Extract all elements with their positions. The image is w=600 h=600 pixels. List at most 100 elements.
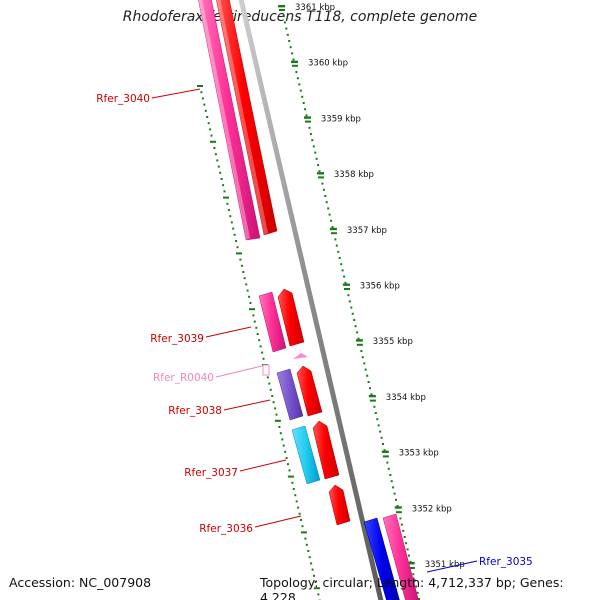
scale-label: 3351 kbp [425,560,465,570]
outer-track-minor-tick [217,165,220,168]
label-rfer-3035[interactable]: Rfer_3035 [479,556,533,568]
inner-track-minor-tick [363,362,366,365]
inner-track-minor-tick [305,114,308,117]
inner-track-minor-tick [416,591,419,594]
inner-track-minor-tick [331,226,334,228]
outer-track-minor-tick [317,593,320,596]
outer-track-minor-tick [253,320,256,323]
outer-track-minor-tick [232,227,235,230]
inner-track-minor-tick [328,213,331,216]
inner-track-minor-tick [312,145,315,148]
scale-label: 3352 kbp [412,504,452,514]
label-rfer-3039[interactable]: Rfer_3039 [150,333,204,345]
inner-track-minor-tick [361,356,364,359]
inner-track-minor-tick [285,27,288,30]
outer-track-minor-tick [288,469,291,472]
inner-track-minor-tick [380,436,383,439]
inner-track-minor-tick [377,424,380,427]
inner-track-minor-tick [338,257,341,259]
inner-track-minor-tick [386,461,389,464]
scale-major-tick [291,60,298,64]
outer-track-major-tick [313,587,320,590]
inner-track-minor-tick [399,517,402,520]
inner-track-minor-tick [337,250,340,253]
outer-track-major-tick [249,308,255,311]
outer-track-major-tick [300,531,307,534]
scale-label: 3361 kbp [295,3,335,13]
scale-labels: 3361 kbp 3360 kbp 3359 kbp 3358 kbp 3357 kbp… [278,3,465,570]
inner-track-minor-tick [289,46,292,49]
outer-track-minor-tick [256,333,259,335]
inner-track-minor-tick [383,449,386,452]
inner-track-minor-tick [376,418,379,421]
inner-track-minor-tick [315,157,318,160]
outer-track-minor-tick [275,413,278,416]
outer-track-minor-tick [310,562,313,565]
scale-major-tick [317,172,324,175]
inner-track-major-tick [318,176,324,179]
label-rfer-3036[interactable]: Rfer_3036 [199,523,253,535]
outer-track-minor-tick [252,314,255,317]
leader-rfer-3035 [426,560,478,573]
outer-track-minor-tick [301,525,304,528]
inner-track-minor-tick [309,133,312,135]
scale-label: 3355 kbp [373,337,413,347]
inner-track-minor-tick [288,40,291,42]
inner-track-minor-tick [364,368,367,371]
outer-track-major-tick [197,85,203,87]
inner-track-minor-tick [370,393,373,396]
inner-track-minor-tick [354,325,357,328]
inner-track-major-tick [331,232,337,235]
outer-track-minor-tick [206,116,209,118]
scale-label: 3353 kbp [399,449,439,459]
outer-track-minor-tick [216,159,219,162]
inner-track-minor-tick [327,207,330,210]
accession-label: Accession: NC_007908 [9,575,152,590]
feature-rfer-3037-cog[interactable] [291,425,321,485]
outer-track-minor-tick [210,134,213,137]
label-rfer-3037[interactable]: Rfer_3037 [184,467,238,479]
inner-track-minor-tick [299,89,302,92]
label-rfer-r0040[interactable]: Rfer_R0040 [153,372,214,384]
inner-track-minor-tick [292,58,295,61]
label-rfer-3038[interactable]: Rfer_3038 [168,405,222,417]
gene-features [198,0,419,600]
feature-rfer-3037-cds[interactable] [312,420,340,480]
feature-rfer-3040-cog[interactable] [198,0,261,241]
inner-track-minor-tick [344,281,347,284]
feature-rfer-3039-cds[interactable] [277,288,305,347]
feature-rfer-r0040-marker [262,364,270,376]
outer-tick-track [197,85,321,600]
inner-track-minor-tick [409,560,412,563]
label-rfer-3040[interactable]: Rfer_3040 [96,93,150,105]
inner-track-minor-tick [357,337,360,340]
feature-rfer-3036-cds[interactable] [328,484,351,526]
feature-rfer-3035-cds[interactable] [382,513,419,600]
inner-track-minor-tick [387,467,390,470]
feature-rfer-3040-cds[interactable] [216,0,278,236]
outer-track-major-tick [210,140,216,143]
outer-track-minor-tick [269,388,272,391]
outer-track-minor-tick [300,519,302,521]
feature-rfer-3039-cog[interactable] [258,291,287,353]
inner-track-minor-tick [373,405,376,408]
outer-track-minor-tick [285,457,288,459]
scale-major-tick [394,506,402,509]
scale-major-tick [342,283,350,286]
inner-track-major-tick [356,343,363,346]
feature-rfer-3035-cog[interactable] [363,517,400,600]
outer-track-minor-tick [201,97,204,100]
outer-track-minor-tick [295,500,298,503]
feature-rfer-3038-cog[interactable] [276,368,304,421]
gene-labels: Rfer_3040 Rfer_3039 Rfer_R0040 Rfer_3038… [96,88,533,573]
inner-track-minor-tick [318,170,321,173]
inner-track-minor-tick [296,77,299,80]
inner-track-minor-tick [367,381,370,383]
inner-track-minor-tick [317,164,320,166]
inner-track-minor-tick [408,554,410,557]
outer-track-minor-tick [297,506,300,509]
feature-rfer-3038-cds[interactable] [296,365,323,417]
inner-track-minor-tick [413,579,416,582]
feature-rfer-r0040[interactable] [293,353,308,359]
